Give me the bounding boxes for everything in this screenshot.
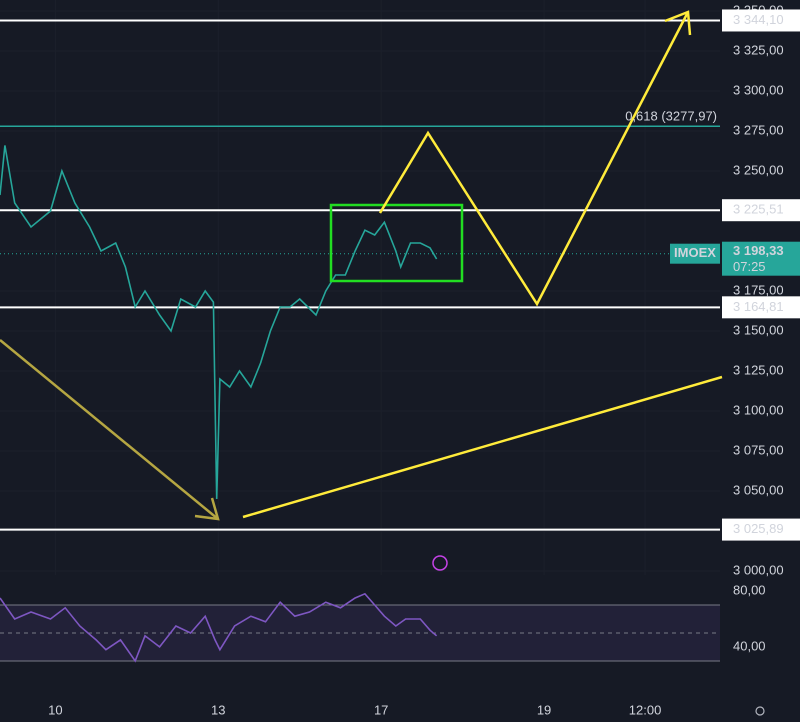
y-tick-label: 3 075,00	[733, 442, 784, 457]
x-tick-label: 12:00	[629, 702, 662, 717]
price-line	[0, 145, 438, 500]
box-drawing	[329, 203, 464, 283]
y-tick-label: 3 250,00	[733, 162, 784, 177]
countdown-label: 07:25	[733, 259, 766, 274]
y-tick-label: 3 000,00	[733, 562, 784, 577]
drawings	[0, 10, 765, 716]
level-label-box	[722, 9, 800, 32]
settings-icon[interactable]	[755, 706, 765, 716]
y-tick-label: 3 275,00	[733, 122, 784, 137]
level-label-box	[722, 518, 800, 541]
y-tick-label: 3 100,00	[733, 402, 784, 417]
arrow-drawing	[0, 339, 219, 520]
y-tick-label: 3 175,00	[733, 282, 784, 297]
alert-icon[interactable]	[432, 555, 448, 571]
y-tick-label: 40,00	[733, 638, 766, 653]
y-tick-label: 3 150,00	[733, 322, 784, 337]
symbol-label: IMOEX	[674, 245, 716, 260]
level-label: 3 344,10	[733, 12, 784, 27]
price-line	[0, 592, 438, 663]
level-label: 3 225,51	[733, 202, 784, 217]
arrow-head	[194, 497, 220, 521]
y-tick-label: 3 050,00	[733, 482, 784, 497]
x-tick-label: 13	[211, 702, 225, 717]
last-price-label: 3 198,33	[733, 243, 784, 258]
zigzag-drawing	[378, 11, 690, 307]
last-price-box	[722, 241, 800, 276]
y-tick-label: 3 300,00	[733, 82, 784, 97]
level-label: 3 025,89	[733, 521, 784, 536]
x-tick-label: 19	[537, 702, 551, 717]
x-tick-label: 10	[48, 702, 62, 717]
symbol-box	[670, 243, 720, 264]
y-tick-label: 3 325,00	[733, 42, 784, 57]
y-tick-label: 80,00	[733, 582, 766, 597]
x-tick-label: 17	[374, 702, 388, 717]
level-label-box	[722, 199, 800, 222]
level-label-box	[722, 296, 800, 319]
y-tick-label: 3 125,00	[733, 362, 784, 377]
arrow-head	[664, 10, 692, 36]
trend-line	[242, 375, 723, 519]
fib-label: 0,618 (3277,97)	[625, 109, 717, 124]
level-label: 3 164,81	[733, 299, 784, 314]
